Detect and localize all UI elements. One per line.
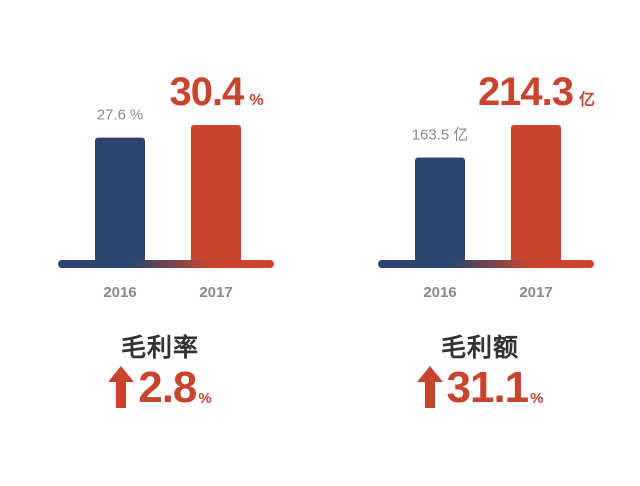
data-label-2017: 214.3 亿 — [478, 70, 595, 114]
data-label-2016: 163.5 亿 — [412, 126, 469, 143]
change-value: 2.8 — [138, 363, 197, 412]
data-label-2016: 27.6% — [97, 107, 144, 124]
change-value: 31.1 — [446, 363, 530, 412]
bar-2016 — [415, 157, 465, 264]
tick-label-2017: 2017 — [199, 284, 232, 301]
change-unit: % — [198, 390, 212, 407]
change-indicator: 2.8 % — [0, 366, 320, 410]
arrow-up-icon — [108, 366, 135, 408]
gross-margin-chart: 27.6 % 2016 30.4 % 2017 — [58, 70, 274, 301]
axis-baseline — [58, 260, 274, 268]
bar-2017 — [511, 125, 561, 264]
tick-label-2016: 2016 — [103, 284, 136, 301]
gross-profit-chart: 163.5 亿 2016 214.3 亿 2017 — [378, 70, 596, 301]
gross-margin-panel: 27.6% 2016 30.4% 2017 毛利率 2.8 % — [0, 70, 320, 410]
change-indicator: 31.1 % — [320, 366, 640, 410]
bar-2017 — [191, 125, 241, 264]
metric-title: 毛利额 — [440, 333, 519, 362]
axis-baseline — [378, 260, 594, 268]
data-label-2017: 30.4% — [169, 70, 263, 114]
arrow-up-icon — [416, 366, 443, 408]
bar-2016 — [95, 137, 145, 264]
change-unit: % — [530, 390, 544, 407]
tick-label-2017: 2017 — [519, 284, 552, 301]
gross-profit-panel: 163.5 亿 2016 214.3 亿 2017 毛利额 31.1 % — [320, 0, 640, 486]
metric-title: 毛利率 — [120, 333, 199, 362]
tick-label-2016: 2016 — [423, 284, 456, 301]
